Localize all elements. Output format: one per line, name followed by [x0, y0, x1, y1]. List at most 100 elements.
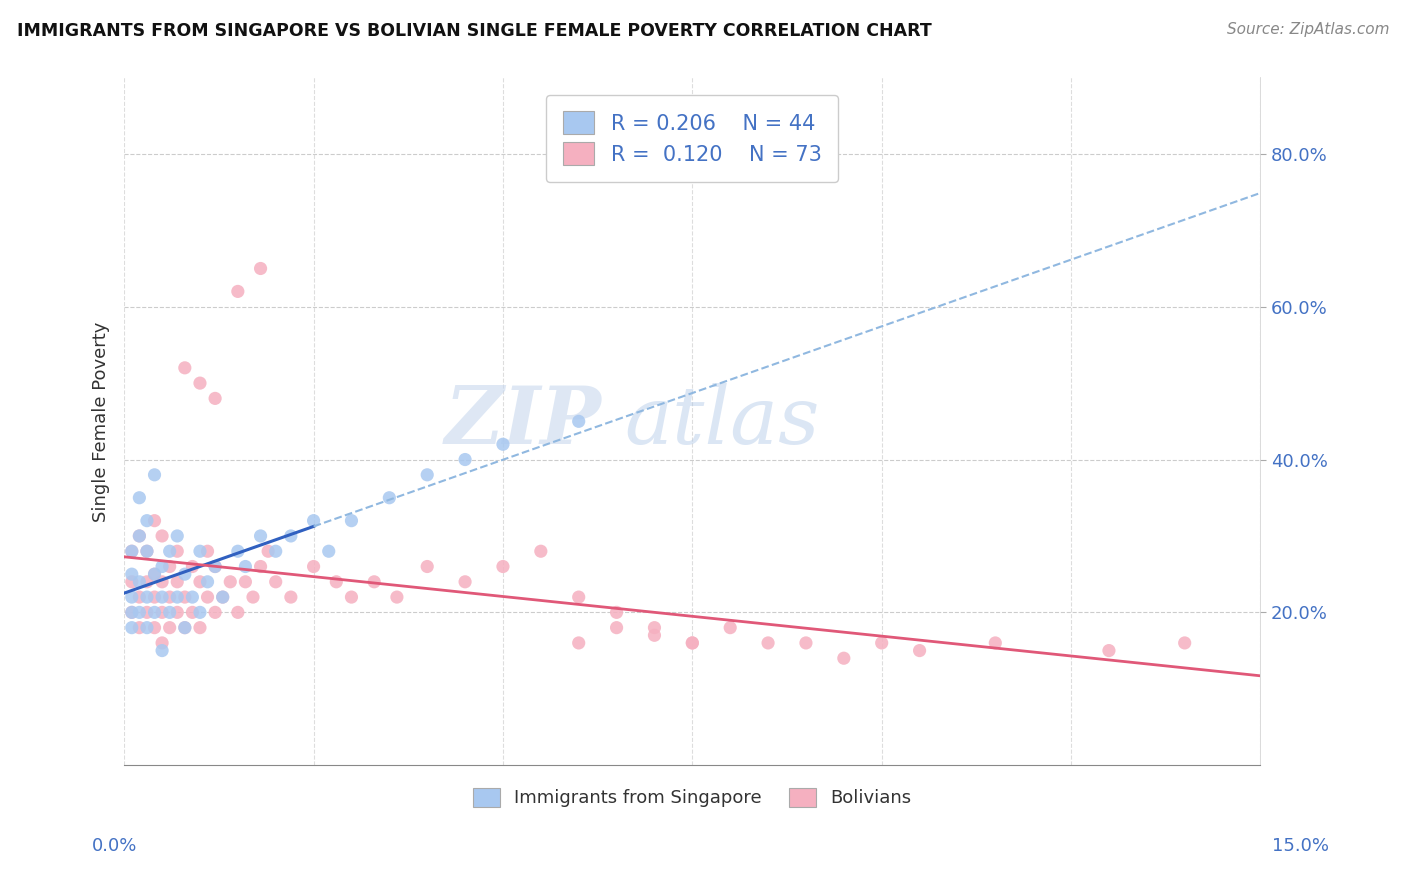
Point	[166, 590, 188, 604]
Point	[280, 590, 302, 604]
Point	[143, 606, 166, 620]
Point	[340, 590, 363, 604]
Point	[181, 559, 204, 574]
Point	[159, 544, 181, 558]
Point	[128, 529, 150, 543]
Point	[794, 636, 817, 650]
Point	[681, 636, 703, 650]
Legend: Immigrants from Singapore, Bolivians: Immigrants from Singapore, Bolivians	[465, 780, 920, 814]
Point	[568, 590, 591, 604]
Text: 0.0%: 0.0%	[91, 837, 136, 855]
Point	[121, 590, 143, 604]
Point	[173, 621, 195, 635]
Point	[128, 491, 150, 505]
Point	[136, 606, 159, 620]
Point	[143, 621, 166, 635]
Point	[159, 621, 181, 635]
Point	[128, 574, 150, 589]
Point	[318, 544, 340, 558]
Point	[166, 544, 188, 558]
Point	[908, 643, 931, 657]
Point	[378, 491, 401, 505]
Point	[121, 621, 143, 635]
Point	[492, 437, 515, 451]
Y-axis label: Single Female Poverty: Single Female Poverty	[93, 321, 110, 522]
Point	[197, 544, 219, 558]
Point	[606, 621, 628, 635]
Point	[219, 574, 242, 589]
Point	[150, 643, 173, 657]
Point	[173, 567, 195, 582]
Point	[121, 606, 143, 620]
Point	[197, 574, 219, 589]
Text: ZIP: ZIP	[444, 383, 602, 460]
Point	[249, 529, 271, 543]
Point	[568, 636, 591, 650]
Point	[643, 628, 665, 642]
Point	[150, 559, 173, 574]
Point	[181, 606, 204, 620]
Point	[150, 636, 173, 650]
Point	[188, 621, 211, 635]
Point	[681, 636, 703, 650]
Point	[1098, 643, 1121, 657]
Point	[249, 261, 271, 276]
Point	[143, 467, 166, 482]
Point	[136, 590, 159, 604]
Point	[264, 544, 287, 558]
Point	[173, 621, 195, 635]
Point	[159, 559, 181, 574]
Point	[454, 452, 477, 467]
Point	[136, 514, 159, 528]
Point	[188, 574, 211, 589]
Point	[121, 567, 143, 582]
Point	[159, 606, 181, 620]
Point	[136, 574, 159, 589]
Point	[188, 376, 211, 390]
Point	[204, 606, 226, 620]
Point	[226, 606, 249, 620]
Point	[211, 590, 233, 604]
Point	[121, 544, 143, 558]
Point	[454, 574, 477, 589]
Point	[302, 559, 325, 574]
Point	[363, 574, 385, 589]
Point	[325, 574, 347, 589]
Point	[280, 529, 302, 543]
Point	[1174, 636, 1197, 650]
Point	[128, 529, 150, 543]
Point	[150, 606, 173, 620]
Point	[188, 544, 211, 558]
Point	[340, 514, 363, 528]
Point	[166, 574, 188, 589]
Point	[150, 590, 173, 604]
Point	[385, 590, 408, 604]
Point	[136, 621, 159, 635]
Text: IMMIGRANTS FROM SINGAPORE VS BOLIVIAN SINGLE FEMALE POVERTY CORRELATION CHART: IMMIGRANTS FROM SINGAPORE VS BOLIVIAN SI…	[17, 22, 932, 40]
Point	[235, 559, 257, 574]
Point	[166, 529, 188, 543]
Point	[870, 636, 893, 650]
Point	[136, 544, 159, 558]
Point	[416, 467, 439, 482]
Point	[143, 567, 166, 582]
Point	[181, 590, 204, 604]
Point	[159, 590, 181, 604]
Point	[128, 621, 150, 635]
Point	[121, 606, 143, 620]
Point	[242, 590, 264, 604]
Point	[188, 606, 211, 620]
Point	[832, 651, 855, 665]
Point	[492, 559, 515, 574]
Point	[143, 514, 166, 528]
Point	[173, 590, 195, 604]
Point	[204, 559, 226, 574]
Text: atlas: atlas	[624, 383, 820, 460]
Point	[530, 544, 553, 558]
Point	[643, 621, 665, 635]
Point	[718, 621, 741, 635]
Point	[264, 574, 287, 589]
Point	[204, 559, 226, 574]
Point	[249, 559, 271, 574]
Point	[150, 529, 173, 543]
